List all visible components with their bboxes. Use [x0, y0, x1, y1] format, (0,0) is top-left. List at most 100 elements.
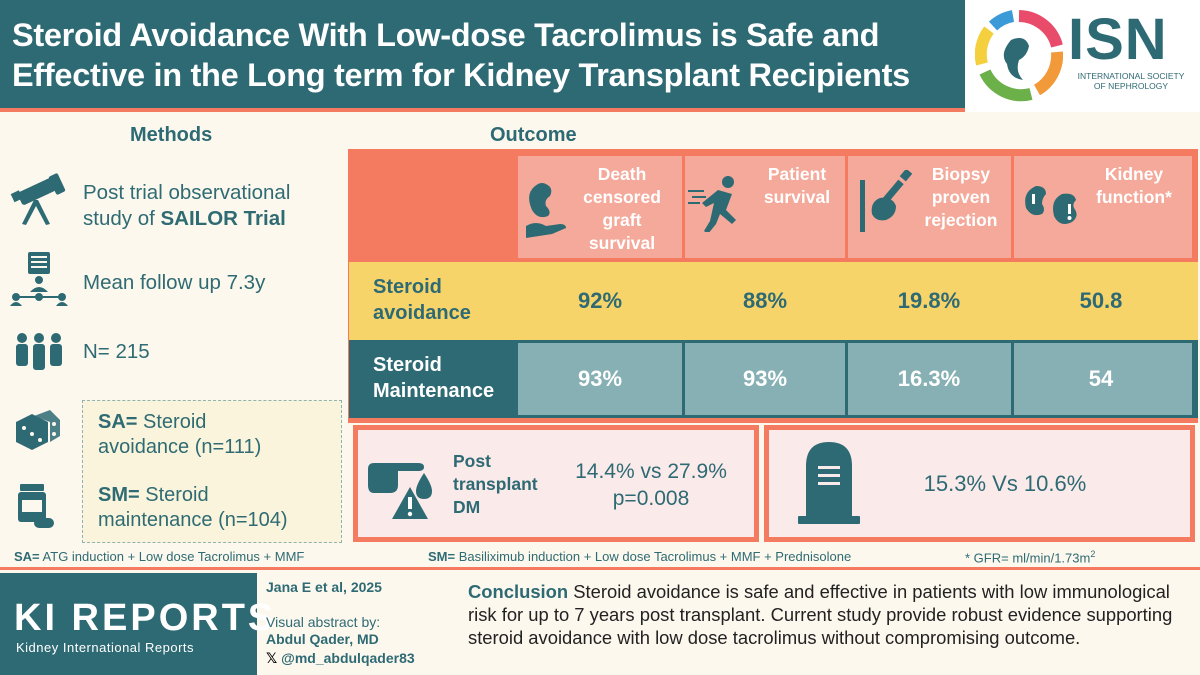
gfr-footnote: * GFR= ml/min/1.73m2 — [965, 549, 1095, 565]
ki-reports-logo — [0, 573, 257, 675]
running-person-icon — [688, 176, 736, 232]
people-icon — [16, 333, 62, 370]
title-line-1: Steroid Avoidance With Low-dose Tacrolim… — [12, 17, 880, 53]
gfr-superscript: 2 — [1090, 549, 1096, 559]
maintenance-patient-value: 93% — [742, 366, 788, 391]
journal-name: KI REPORTS — [14, 597, 277, 639]
methods-heading: Methods — [130, 124, 213, 146]
graft-line-4: survival — [588, 233, 656, 253]
footer-divider — [0, 567, 1200, 570]
glucose-drop-icon — [368, 463, 432, 519]
dm-p-value: p=0.008 — [612, 487, 690, 510]
avoidance-patient-value: 88% — [742, 288, 788, 313]
dm-values: 14.4% vs 27.9% p=0.008 — [555, 458, 747, 512]
kidney-hand-icon — [526, 183, 566, 238]
avoidance-graft-value: 92% — [577, 288, 623, 313]
conclusion-label: Conclusion — [468, 581, 569, 602]
sa-def-line-2: avoidance (n=111) — [98, 436, 262, 458]
isn-subtitle-line-2: OF NEPHROLOGY — [1093, 81, 1169, 91]
sa-def-line-1: Steroid — [137, 411, 207, 433]
sa-footnote: SA= ATG induction + Low dose Tacrolimus … — [14, 549, 304, 564]
conclusion: Conclusion Steroid avoidance is safe and… — [468, 580, 1193, 649]
avoidance-label-1: Steroid — [373, 276, 442, 298]
row-label-avoidance: Steroid avoidance — [373, 274, 471, 326]
maintenance-rejection-value: 16.3% — [897, 366, 961, 391]
page-title: Steroid Avoidance With Low-dose Tacrolim… — [12, 15, 957, 95]
author-name: Abdul Qader, MD — [266, 631, 379, 647]
maintenance-cell-2 — [685, 343, 845, 415]
isn-logo-text: ISN — [1068, 7, 1168, 72]
title-line-2: Effective in the Long term for Kidney Tr… — [12, 57, 910, 93]
maintenance-graft-value: 93% — [577, 366, 623, 391]
sm-definition: SM= Steroid maintenance (n=104) — [98, 483, 288, 533]
row-steroid-avoidance: Steroid avoidance 92% 88% 19.8% 50.8 — [349, 262, 1198, 340]
rejection-line-1: Biopsy — [931, 164, 991, 184]
visual-abstract-by: Visual abstract by: — [266, 614, 381, 630]
sm-abbrev: SM= — [98, 484, 140, 506]
header-kidney-function — [1014, 156, 1192, 258]
telescope-icon — [10, 173, 66, 225]
patient-line-1: Patient — [767, 164, 827, 184]
avoidance-rejection-value: 19.8% — [897, 288, 961, 313]
kidneys-icon — [1025, 186, 1077, 224]
row-steroid-maintenance: Steroid Maintenance 93% 93% 16.3% 54 — [349, 340, 1198, 418]
dm-label-1: Post — [453, 451, 491, 471]
maintenance-label-1: Steroid — [373, 354, 442, 376]
title-banner — [0, 0, 965, 112]
biopsy-needle-icon — [860, 170, 913, 232]
tombstone-icon — [798, 442, 860, 524]
sm-footnote-text: Basiliximub induction + Low dose Tacroli… — [455, 549, 852, 564]
maintenance-kidney-value: 54 — [1088, 366, 1114, 391]
study-type-line-1: Post trial observational — [83, 181, 291, 204]
gfr-unit: * GFR= ml/min/1.73m — [965, 550, 1091, 566]
method-sample-size: N= 215 — [83, 340, 150, 363]
maintenance-cell-3 — [848, 343, 1011, 415]
sa-abbrev: SA= — [98, 411, 138, 433]
sa-footnote-abbrev: SA= — [14, 549, 40, 564]
outcome-heading: Outcome — [490, 124, 577, 146]
kidney-line-1: Kidney — [1104, 164, 1164, 184]
maintenance-cell-4 — [1014, 343, 1192, 415]
dm-label: Post transplant DM — [453, 450, 538, 519]
sm-def-line-2: maintenance (n=104) — [98, 509, 288, 531]
sm-footnote: SM= Basiliximub induction + Low dose Tac… — [428, 549, 851, 564]
kidney-line-2: function* — [1096, 187, 1172, 207]
sa-footnote-text: ATG induction + Low dose Tacrolimus + MM… — [39, 549, 305, 564]
journal-subtitle: Kidney International Reports — [16, 640, 195, 655]
header-patient-survival — [685, 156, 845, 258]
sm-footnote-abbrev: SM= — [428, 549, 456, 564]
sailor-trial-name: SAILOR Trial — [160, 207, 286, 230]
dm-label-2: transplant — [453, 474, 538, 494]
rejection-line-3: rejection — [924, 210, 998, 230]
follow-up-icon — [10, 252, 68, 306]
dm-label-3: DM — [453, 497, 481, 517]
method-follow-up: Mean follow up 7.3y — [83, 271, 266, 294]
sm-def-line-1: Steroid — [139, 484, 209, 506]
medicine-icon — [18, 484, 54, 528]
sa-definition: SA= Steroid avoidance (n=111) — [98, 410, 261, 460]
maintenance-cell-1 — [518, 343, 682, 415]
col-label-patient-survival: Patient survival — [752, 163, 842, 209]
method-study-type: Post trial observational study of SAILOR… — [83, 180, 290, 232]
col-label-rejection: Biopsy proven rejection — [915, 163, 1007, 232]
handle-text: @md_abdulqader83 — [281, 650, 415, 666]
isn-ring-logo-icon — [975, 10, 1063, 102]
citation: Jana E et al, 2025 — [266, 579, 382, 595]
x-logo-icon: 𝕏 — [266, 651, 278, 667]
author-handle: 𝕏 @md_abdulqader83 — [266, 650, 415, 667]
mortality-value: 15.3% Vs 10.6% — [923, 471, 1087, 496]
study-type-prefix: study of — [83, 207, 161, 230]
conclusion-text: Steroid avoidance is safe and effective … — [468, 581, 1173, 648]
maintenance-label-2: Maintenance — [373, 380, 495, 402]
dm-rate-comparison: 14.4% vs 27.9% — [575, 460, 727, 483]
isn-subtitle-line-1: INTERNATIONAL SOCIETY — [1077, 71, 1185, 81]
avoidance-kidney-value: 50.8 — [1079, 288, 1123, 313]
isn-logo-subtitle: INTERNATIONAL SOCIETY OF NEPHROLOGY — [1068, 71, 1194, 91]
avoidance-label-2: avoidance — [373, 302, 471, 324]
graft-line-2: censored — [583, 187, 661, 207]
col-label-kidney-function: Kidney function* — [1084, 163, 1184, 209]
graft-line-3: graft — [602, 210, 642, 230]
row-label-maintenance: Steroid Maintenance — [373, 352, 494, 404]
graft-line-1: Death — [597, 164, 647, 184]
dice-icon — [16, 410, 60, 450]
